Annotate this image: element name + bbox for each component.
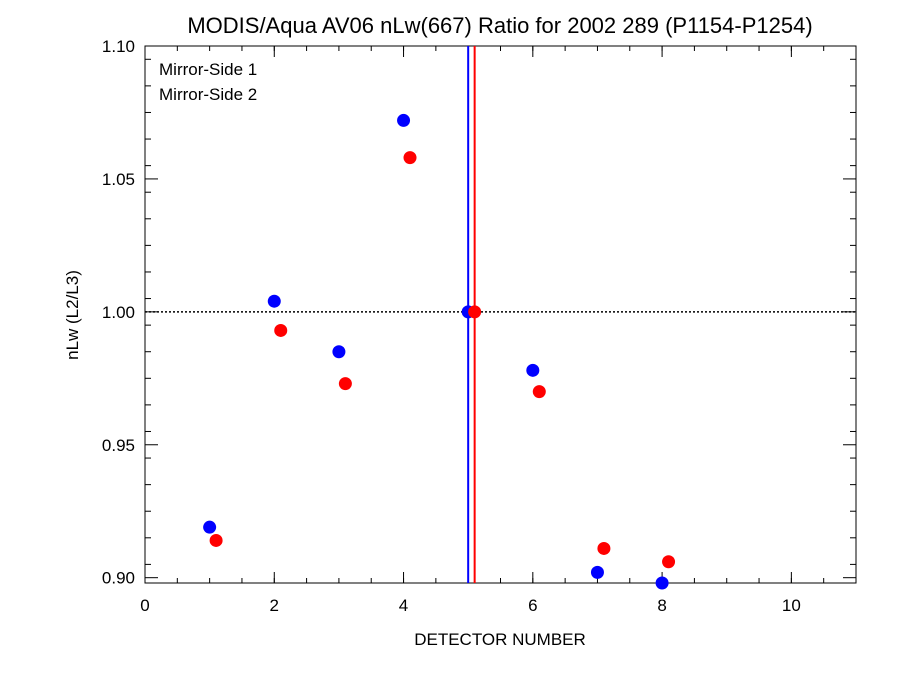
- major-ticks: [144, 45, 856, 583]
- plot-frame: [144, 45, 857, 584]
- chart-title: MODIS/Aqua AV06 nLw(667) Ratio for 2002 …: [187, 13, 812, 38]
- y-tick-label: 1.10: [102, 37, 135, 56]
- data-point-mirror-side-2: [532, 385, 546, 399]
- x-tick-label: 8: [657, 596, 666, 615]
- data-point-mirror-side-2: [403, 151, 417, 165]
- x-tick-label: 4: [399, 596, 408, 615]
- data-point-mirror-side-1: [655, 576, 669, 590]
- legend: Mirror-Side 1 Mirror-Side 2: [159, 60, 257, 104]
- reference-lines: [145, 46, 856, 583]
- data-point-mirror-side-2: [662, 555, 676, 569]
- data-point-mirror-side-1: [397, 113, 411, 127]
- y-tick-label: 1.00: [102, 303, 135, 322]
- data-point-mirror-side-2: [209, 533, 223, 547]
- y-tick-label: 0.90: [102, 569, 135, 588]
- data-point-mirror-side-1: [332, 345, 346, 359]
- data-point-mirror-side-1: [267, 294, 281, 308]
- data-point-mirror-side-1: [203, 520, 217, 534]
- y-axis-label: nLw (L2/L3): [63, 270, 82, 360]
- data-points: [203, 113, 676, 590]
- tick-labels: 0 2 4 6 8 10 0.90 0.95 1.00 1.05 1.10: [102, 37, 801, 615]
- data-point-mirror-side-2: [338, 377, 352, 391]
- data-point-mirror-side-2: [597, 541, 611, 555]
- data-point-mirror-side-2: [468, 305, 482, 319]
- legend-label-mirror-side-1: Mirror-Side 1: [159, 60, 257, 79]
- x-tick-label: 0: [140, 596, 149, 615]
- data-point-mirror-side-2: [274, 323, 288, 337]
- plot-border: [144, 45, 857, 584]
- data-point-mirror-side-1: [590, 565, 604, 579]
- data-point-mirror-side-1: [526, 363, 540, 377]
- x-axis-label: DETECTOR NUMBER: [414, 630, 586, 649]
- minor-ticks: [144, 46, 857, 583]
- y-tick-label: 0.95: [102, 436, 135, 455]
- legend-label-mirror-side-2: Mirror-Side 2: [159, 85, 257, 104]
- x-tick-label: 6: [528, 596, 537, 615]
- x-tick-label: 2: [270, 596, 279, 615]
- x-tick-label: 10: [782, 596, 801, 615]
- y-tick-label: 1.05: [102, 170, 135, 189]
